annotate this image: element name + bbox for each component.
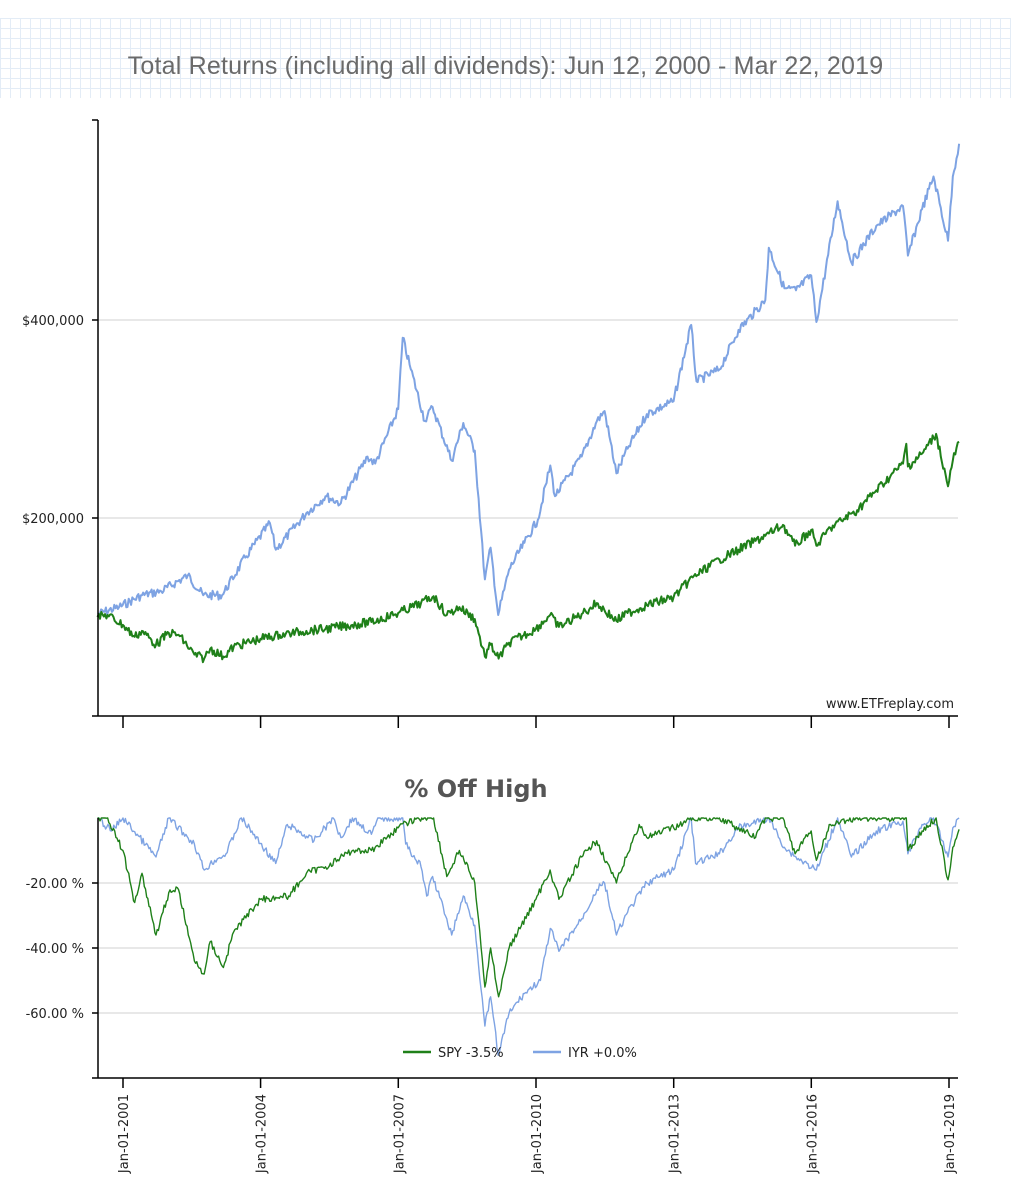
x-tick-label: Jan-01-2004 (255, 1094, 270, 1174)
top-series-iyr (97, 143, 961, 616)
chart-title: Total Returns (including all dividends):… (127, 52, 884, 80)
top-series-lines (96, 143, 961, 664)
bottom-y-ticks: -20.00 % -40.00 % -60.00 % (26, 877, 98, 1022)
x-tick-label: Jan-01-2007 (392, 1094, 407, 1174)
bottom-series-lines (97, 817, 960, 1056)
legend: SPY -3.5% IYR +0.0% (403, 1046, 637, 1061)
bottom-series-iyr (97, 817, 960, 1056)
legend-spy-label: SPY -3.5% (438, 1046, 504, 1061)
top-chart: $200,000 $400,000 www.ETFreplay.com (22, 119, 961, 728)
top-y-ticks: $200,000 $400,000 (22, 314, 98, 527)
top-series-spy (96, 432, 960, 664)
top-y-tick-label: $200,000 (22, 512, 84, 527)
watermark: www.ETFreplay.com (826, 697, 954, 712)
bottom-chart: % Off High -20.00 % -40.00 % -60.00 % Jan-… (26, 775, 960, 1174)
bottom-series-spy (97, 817, 960, 998)
bottom-chart-title: % Off High (404, 775, 547, 803)
x-tick-label: Jan-01-2013 (668, 1094, 683, 1174)
title-band (0, 18, 1011, 98)
x-tick-label: Jan-01-2010 (530, 1094, 545, 1174)
bottom-y-tick-label: -20.00 % (26, 877, 84, 892)
x-tick-label: Jan-01-2016 (805, 1094, 820, 1174)
top-x-ticks (122, 716, 950, 728)
x-tick-label: Jan-01-2001 (117, 1094, 132, 1174)
top-y-tick-label: $400,000 (22, 314, 84, 329)
bottom-gridlines (98, 882, 958, 1014)
top-gridlines (98, 319, 958, 519)
bottom-y-tick-label: -60.00 % (26, 1007, 84, 1022)
legend-iyr-label: IYR +0.0% (568, 1046, 637, 1061)
bottom-x-ticks: Jan-01-2001 Jan-01-2004 Jan-01-2007 Jan-01-… (117, 1078, 958, 1174)
bottom-y-tick-label: -40.00 % (26, 942, 84, 957)
x-tick-label: Jan-01-2019 (943, 1094, 958, 1174)
